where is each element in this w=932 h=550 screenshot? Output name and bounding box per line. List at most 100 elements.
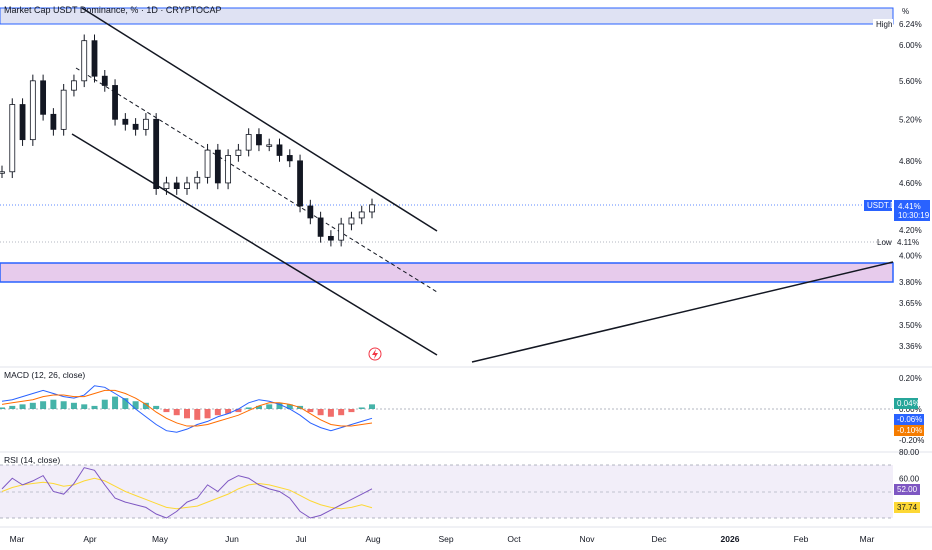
price-candles [0,34,375,247]
candle-body [369,204,375,213]
candle-body [256,134,262,146]
price-tick-label: 4.00% [899,251,922,260]
macd-hist-bar [266,404,273,409]
candle-body [112,85,118,120]
macd-hist-bar [245,407,252,409]
price-tick-label: 6.00% [899,41,922,50]
symbol-label: USDT.D [867,201,896,210]
candle-body [153,118,160,190]
time-axis[interactable]: Mar Apr May Jun Jul Aug Sep Oct Nov Dec 2026 Feb Mar [10,534,875,544]
macd-hist-bar [142,402,149,409]
candle-body [348,217,355,225]
high-value: 6.24% [899,20,922,29]
macd-title: MACD (12, 26, close) [4,370,85,380]
candle-body [276,144,283,156]
candle-body [225,155,232,184]
unit-label: % [902,7,909,16]
macd-hist-bar [327,409,334,417]
macd-hist-bar [101,399,108,409]
macd-hist-bar [153,405,160,409]
candle-body [307,205,314,219]
macd-line [1,385,373,433]
high-label: High [876,20,892,29]
candle-body [101,75,108,86]
channel-upper-line[interactable] [81,7,438,232]
price-tick-label: 3.80% [899,278,922,287]
lightning-icon[interactable] [368,347,382,361]
candle-body [142,118,149,130]
candle-body [338,223,345,241]
resistance-zone[interactable] [0,7,894,25]
macd-hist-bar [29,402,36,409]
macd-line-value: -0.06% [897,415,922,424]
candle-body [122,118,129,125]
candle-body [81,40,88,82]
candle-body [235,149,242,156]
candle-body [317,217,324,237]
candle-body [29,80,36,141]
time-tick-label: Mar [860,534,875,544]
macd-hist-bar [338,409,345,416]
time-tick-label: Oct [507,534,521,544]
time-tick-label: Nov [579,534,595,544]
low-value: 4.11% [897,238,919,247]
time-tick-label: Jun [225,534,239,544]
time-tick-label: Sep [438,534,453,544]
signal-value: -0.10% [897,426,922,435]
price-tick-label: 3.36% [899,342,922,351]
price-tick-label: 4.60% [899,179,922,188]
macd-hist-bar [276,402,283,409]
macd-hist-bar [184,409,190,419]
candle-body [19,104,26,141]
price-axis[interactable]: 6.00% 5.60% 5.20% 4.80% 4.60% 4.20% 4.00% 3.80%… [899,41,922,351]
macd-hist-bar [317,409,324,416]
macd-axis[interactable]: 0.20% 0.00% -0.20% [899,374,924,445]
candle-body [194,176,201,184]
macd-hist-bar [358,407,365,409]
macd-hist-bar [81,404,88,409]
macd-hist-bar [19,404,26,409]
candle-body [286,155,293,162]
price-tick-label: 3.50% [899,321,922,330]
macd-line-value-box [894,414,924,425]
candle-body [214,149,221,184]
time-tick-label: Feb [794,534,809,544]
rsi-tick-label: 60.00 [899,474,920,483]
projection-line[interactable] [471,261,894,363]
low-label: Low [877,238,892,247]
macd-hist-bar [40,401,47,409]
price-tick-label: 5.20% [899,115,922,124]
rsi-ma-line [1,477,373,510]
support-zone[interactable] [0,262,894,283]
macd-hist-bar [50,399,57,409]
candle-body [204,149,211,178]
macd-hist-value-box [894,398,918,409]
rsi-ma-value: 37.74 [897,503,918,512]
time-tick-label: May [152,534,169,544]
time-tick-label: Aug [365,534,380,544]
symbol-label-box [864,200,892,211]
candle-body [327,235,334,241]
signal-value-box [894,425,924,436]
candle-body [50,113,57,130]
time-tick-label: Mar [10,534,25,544]
time-tick-label: Dec [651,534,667,544]
candle-body [9,104,16,173]
rsi-title: RSI (14, close) [4,455,60,465]
channel-lower-line[interactable] [71,133,438,356]
signal-line [1,389,373,427]
macd-hist-bar [163,409,170,413]
macd-hist-bar [286,404,293,409]
rsi-axis[interactable]: 80.00 60.00 [899,448,920,484]
time-tick-label: Apr [83,534,96,544]
macd-hist-bar [214,409,221,416]
rsi-ma-value-box [894,502,920,513]
candle-body [163,182,170,190]
channel-mid-line[interactable] [75,67,438,293]
candle-body [358,211,365,219]
macd-hist-bar [0,407,5,409]
chart-title: Market Cap USDT Dominance, % · 1D · CRYP… [4,5,222,15]
rsi-value: 52.00 [897,485,918,494]
candle-body [0,171,5,174]
